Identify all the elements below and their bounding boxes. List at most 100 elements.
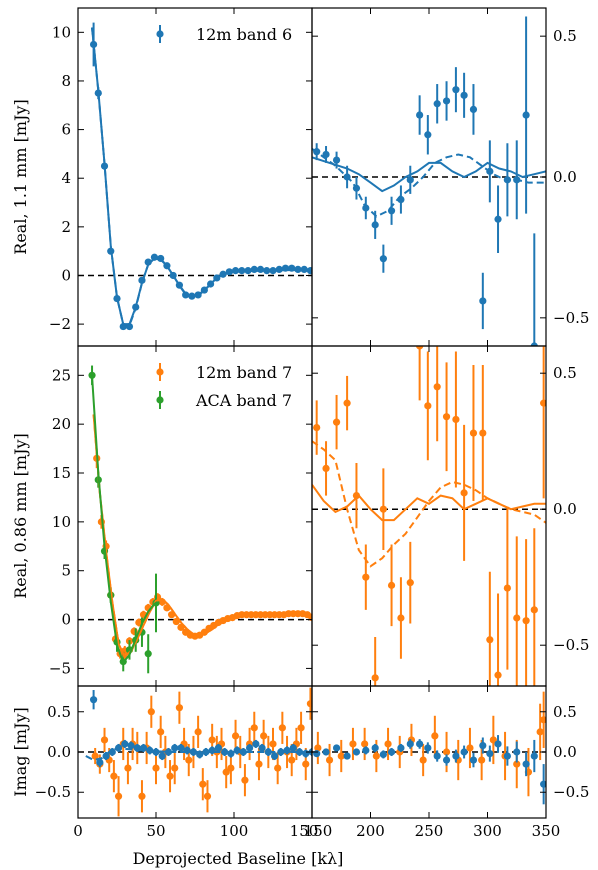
data-point [124,764,132,772]
data-point [433,383,441,391]
data-point [433,100,441,108]
data-point [361,740,369,748]
data-point [297,724,305,732]
data-point [152,764,160,772]
data-point [90,696,98,704]
data-point [260,732,268,740]
y-tick-label: 10 [52,23,71,41]
data-point [540,716,546,724]
data-point [372,752,380,760]
data-point [199,780,207,788]
y-tick-label: 10 [52,513,71,531]
data-point [424,131,432,139]
data-point [419,756,427,764]
data-point [433,752,441,760]
data-point [486,750,494,758]
x-tick-label: 150 [290,822,319,840]
data-point [256,265,265,274]
data-point [121,740,129,748]
data-point [466,744,474,752]
x-tick-label: 200 [356,822,385,840]
data-point [288,756,296,764]
y-tick-label: 25 [52,366,71,384]
data-point [486,636,494,644]
data-point [175,704,183,712]
plot-area-p20 [78,687,312,817]
data-point [379,255,387,263]
x-tick-label: 50 [146,822,165,840]
data-point [349,740,357,748]
data-point [185,756,193,764]
data-point [513,760,521,768]
y-tick-label: 20 [52,415,71,433]
data-point [494,215,502,223]
data-point [147,708,155,716]
data-point [530,606,538,614]
data-point [530,342,538,346]
data-point [322,464,330,472]
y-tick-label: 0.5 [553,364,577,382]
data-point [182,291,190,299]
data-point [460,489,468,497]
panel-p20: 0 50 100 150 −0.5 0.0 0.5 Imag [mJy] [11,685,319,840]
data-point [314,744,322,752]
data-point [177,744,185,752]
data-point [110,772,118,780]
data-point [540,780,546,788]
data-point [258,744,266,752]
y-tick-label: 0.0 [553,168,577,186]
data-point [269,740,277,748]
data-point [452,86,460,94]
data-point [231,732,240,740]
data-point [96,758,104,767]
data-point [478,756,486,764]
y-tick-label: 0.0 [553,500,577,518]
data-point [362,746,370,754]
data-point [442,748,451,756]
y-tick-label: −5 [49,659,71,677]
y-tick-label: 0.5 [47,703,71,721]
data-point [313,424,321,432]
data-point [416,346,424,350]
data-point [494,671,502,679]
data-point [522,111,530,119]
data-point [469,756,478,764]
data-point [194,728,202,736]
data-point [387,748,396,756]
plot-area-p10 [78,365,312,674]
data-point [460,91,468,99]
data-point [91,752,99,760]
y-tick-label: 0.0 [553,743,577,761]
data-point [332,156,341,164]
data-point [406,579,414,587]
y-tick-label: −0.5 [553,636,589,654]
data-point [522,617,530,625]
data-point [332,418,341,426]
data-point [203,792,212,800]
y-tick-label: 0 [61,611,71,629]
y-tick-label: 0 [61,266,71,284]
data-point [513,614,521,622]
data-point [460,748,468,756]
data-point [171,764,179,772]
data-point [431,732,439,740]
panel-p10: −5 0 5 10 15 20 25 Real, 0.86 mm [mJy] 12m band … [11,345,313,687]
y-axis-label: Real, 0.86 mm [mJy] [11,433,30,599]
data-point [424,744,432,752]
data-point [337,752,345,760]
data-point [362,204,370,212]
data-point [371,744,379,752]
data-point [536,728,544,736]
panel-p21: 150 200 250 300 350 −0.5 0.0 0.5 [304,685,589,840]
y-tick-label: −0.5 [553,309,589,327]
model-line-solid [91,375,159,665]
panel-p11: −0.5 0.0 0.5 [311,345,589,687]
y-tick-label: 0.5 [553,27,577,45]
legend-entry: 12m band 7 [156,363,292,382]
x-tick-label: 250 [415,822,444,840]
data-point [214,744,222,752]
y-tick-label: 6 [61,121,71,139]
data-point [416,111,424,119]
data-point [306,700,312,708]
